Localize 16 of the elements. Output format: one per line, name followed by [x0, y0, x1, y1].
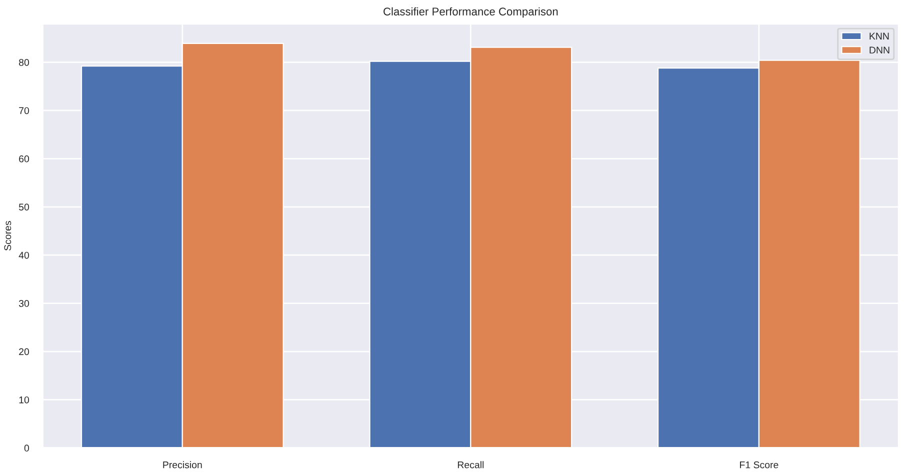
x-tick-label: Precision: [163, 461, 202, 468]
y-tick-label: 50: [18, 204, 30, 211]
y-tick-label: 10: [19, 396, 30, 404]
y-tick-label: 60: [19, 155, 30, 162]
y-tick-label: 40: [18, 252, 30, 259]
y-tick-label: 30: [18, 300, 30, 307]
x-tick-label: F1 Score: [740, 461, 778, 468]
x-tick-label: Recall: [458, 461, 484, 468]
y-tick-label: 0: [24, 444, 30, 452]
y-tick-label: 80: [18, 59, 30, 66]
y-tick-label: 20: [19, 348, 30, 356]
legend-label: DNN: [870, 46, 890, 54]
y-tick-label: 70: [19, 107, 30, 114]
legend-label: KNN: [870, 32, 889, 40]
chart-title: Classifier Performance Comparison: [384, 7, 558, 18]
y-axis-title: Scores: [4, 221, 12, 250]
